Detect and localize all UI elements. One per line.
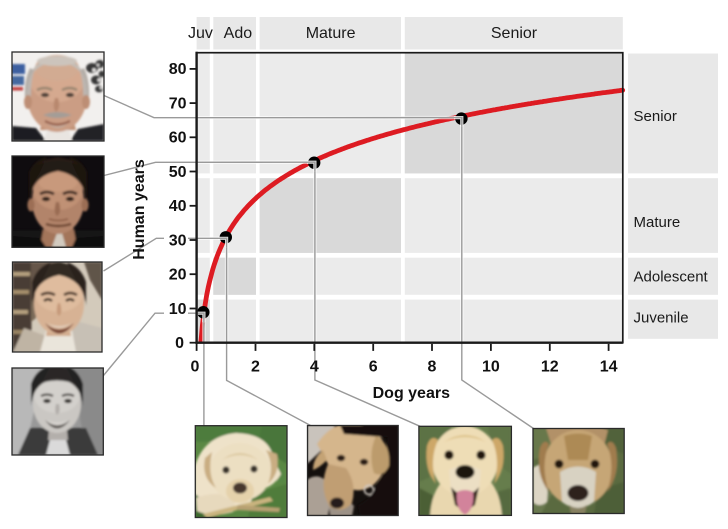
svg-text:6: 6 xyxy=(369,359,378,376)
svg-text:Senior: Senior xyxy=(634,108,677,125)
svg-text:Ado: Ado xyxy=(224,25,253,42)
svg-text:30: 30 xyxy=(169,232,187,249)
svg-text:50: 50 xyxy=(169,164,187,181)
svg-text:60: 60 xyxy=(169,130,187,147)
svg-text:70: 70 xyxy=(169,95,187,112)
svg-text:2: 2 xyxy=(251,359,260,376)
svg-text:Adolescent: Adolescent xyxy=(634,269,709,286)
svg-text:0: 0 xyxy=(191,359,200,376)
svg-text:8: 8 xyxy=(428,359,437,376)
svg-text:10: 10 xyxy=(482,359,500,376)
svg-text:40: 40 xyxy=(169,198,187,215)
svg-text:12: 12 xyxy=(541,359,559,376)
svg-text:Juv: Juv xyxy=(188,25,213,42)
svg-text:4: 4 xyxy=(310,359,319,376)
svg-text:Senior: Senior xyxy=(491,25,538,42)
svg-text:14: 14 xyxy=(600,359,618,376)
svg-text:Juvenile: Juvenile xyxy=(634,310,689,327)
svg-text:Human years: Human years xyxy=(131,159,148,260)
svg-text:20: 20 xyxy=(169,267,187,284)
svg-text:80: 80 xyxy=(169,61,187,78)
svg-text:Dog years: Dog years xyxy=(373,385,450,402)
svg-text:Mature: Mature xyxy=(306,25,356,42)
svg-text:Mature: Mature xyxy=(634,214,681,231)
svg-text:10: 10 xyxy=(169,301,187,318)
svg-text:0: 0 xyxy=(175,335,184,352)
